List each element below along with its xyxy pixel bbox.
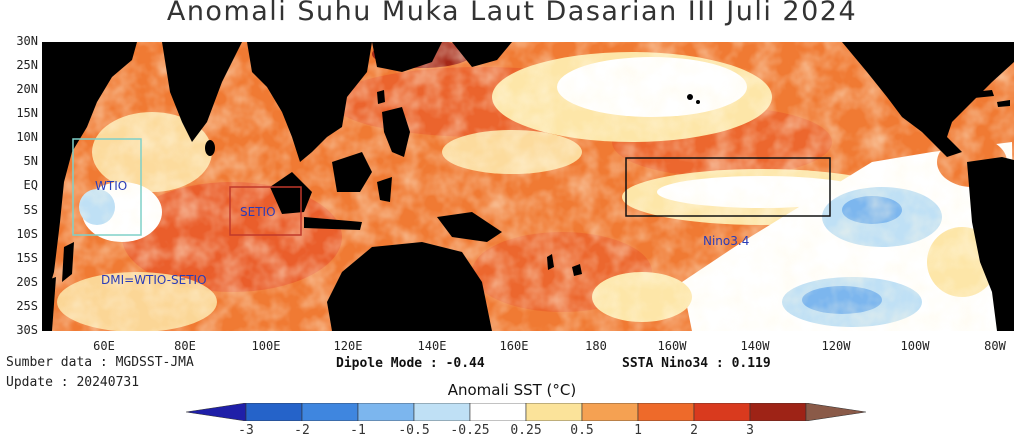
colorbar-tick-label: 0.5 [570, 423, 594, 438]
colorbar-cell [749, 403, 807, 421]
colorbar-cell [357, 403, 415, 421]
colorbar-cell [413, 403, 471, 421]
lon-label: 80W [984, 339, 1006, 353]
colorbar-cell [581, 403, 639, 421]
colorbar-tick-label: 2 [690, 423, 698, 438]
lon-label: 160W [657, 339, 687, 353]
lat-label: 30N [16, 34, 38, 48]
lat-label: 5N [23, 154, 38, 168]
colorbar-tick-label: 1 [634, 423, 642, 438]
setio-label: SETIO [240, 205, 276, 219]
colorbar-tick-label: -3 [238, 423, 254, 438]
lat-label: 10S [16, 227, 38, 241]
update-text: Update : 20240731 [6, 375, 140, 390]
wtio-box [72, 138, 142, 236]
sst-anomaly-map: WTIO SETIO Nino3.4 DMI=WTIO-SETIO [42, 42, 1014, 331]
colorbar-max-arrow [805, 403, 866, 421]
lon-label: 80E [174, 339, 196, 353]
lat-label: 30S [16, 323, 38, 337]
colorbar-cell [469, 403, 527, 421]
lon-label: 60E [93, 339, 115, 353]
nino34-box [625, 157, 831, 217]
wtio-label: WTIO [95, 179, 128, 193]
colorbar-tick-label: -0.25 [450, 423, 490, 438]
colorbar-tick-label: -2 [294, 423, 310, 438]
lat-label: 20S [16, 275, 38, 289]
lon-label: 100E [251, 339, 281, 353]
lon-label: 120W [821, 339, 851, 353]
colorbar-cell [245, 403, 303, 421]
lon-label: 180 [585, 339, 607, 353]
map-title: Anomali Suhu Muka Laut Dasarian III Juli… [166, 0, 858, 27]
lat-label: 5S [23, 203, 38, 217]
map-canvas [42, 42, 1014, 331]
lat-label: 10N [16, 130, 38, 144]
colorbar-tick-label: -0.5 [398, 423, 430, 438]
land-masses [42, 42, 1014, 331]
lon-label: 140W [740, 339, 770, 353]
colorbar-cell [301, 403, 359, 421]
lat-label: 25N [16, 58, 38, 72]
lat-label: 20N [16, 82, 38, 96]
lon-label: 120E [333, 339, 363, 353]
colorbar [186, 403, 866, 421]
colorbar-min-arrow [186, 403, 247, 421]
lon-label: 100W [900, 339, 930, 353]
lat-label: 25S [16, 299, 38, 313]
colorbar-title: Anomali SST (°C) [447, 381, 577, 399]
dipole-mode-text: Dipole Mode : -0.44 [336, 356, 485, 371]
dmi-formula: DMI=WTIO-SETIO [101, 273, 207, 287]
lon-label: 140E [417, 339, 447, 353]
colorbar-tick-label: -1 [350, 423, 366, 438]
lon-label: 160E [499, 339, 529, 353]
lat-label: EQ [23, 178, 38, 192]
ssta-nino34-text: SSTA Nino34 : 0.119 [622, 356, 771, 371]
source-text: Sumber data : MGDSST-JMA [6, 355, 194, 370]
lat-label: 15N [16, 106, 38, 120]
colorbar-cell [637, 403, 695, 421]
colorbar-cell [525, 403, 583, 421]
colorbar-cell [693, 403, 751, 421]
colorbar-tick-label: 0.25 [510, 423, 542, 438]
setio-box [229, 186, 302, 236]
nino34-label: Nino3.4 [703, 234, 750, 248]
colorbar-tick-label: 3 [746, 423, 754, 438]
lat-label: 15S [16, 251, 38, 265]
